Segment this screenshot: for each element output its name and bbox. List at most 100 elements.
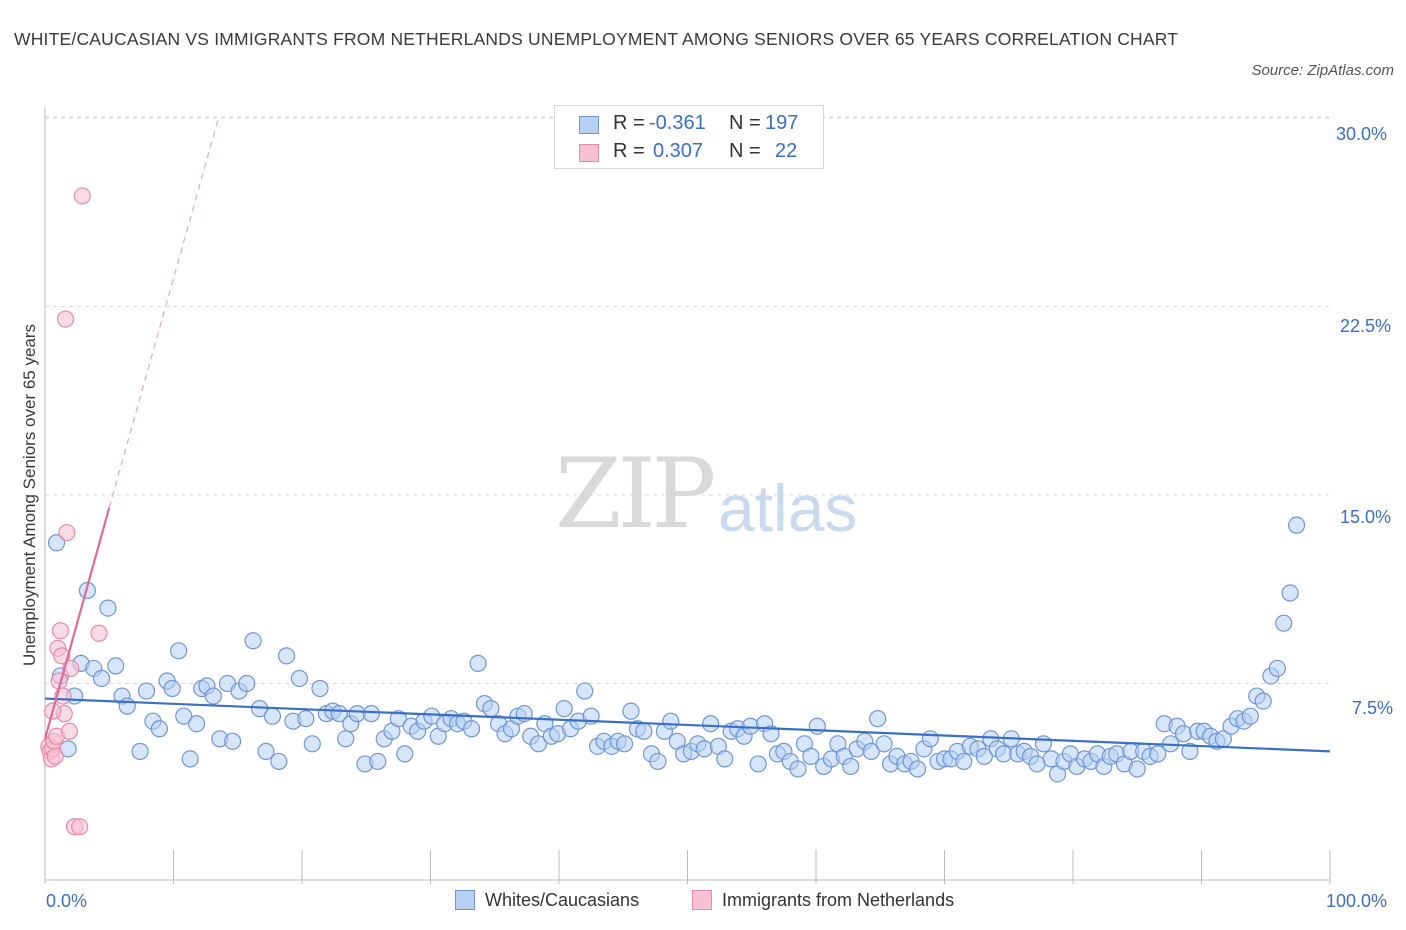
point-whites [263, 707, 282, 725]
point-netherlands [46, 747, 64, 765]
point-whites [789, 760, 807, 778]
point-whites [175, 707, 193, 725]
point-whites [1174, 725, 1193, 743]
y-tick-label-30: 30.0% [1336, 124, 1388, 144]
legend-n-value: 22 [775, 140, 798, 162]
series-netherlands-points [40, 187, 108, 836]
point-whites [622, 702, 640, 720]
point-whites [716, 750, 734, 768]
point-whites [482, 700, 500, 718]
point-whites [1268, 659, 1286, 678]
point-whites [749, 755, 767, 773]
point-whites [204, 687, 222, 705]
point-netherlands [58, 524, 76, 542]
x-tick-label-100: 100.0% [1326, 891, 1388, 911]
y-tick-label-7-5: 7.5% [1352, 698, 1394, 718]
trend-line-whites [44, 697, 1331, 753]
point-whites [615, 735, 634, 753]
point-whites [277, 647, 296, 665]
point-whites [635, 722, 653, 740]
point-whites [99, 599, 117, 617]
point-whites [137, 682, 156, 700]
y-tick-label-22-5: 22.5% [1340, 316, 1392, 336]
point-whites [1275, 614, 1293, 632]
point-whites [238, 674, 256, 693]
point-netherlands [51, 622, 70, 640]
point-whites [1149, 745, 1167, 763]
legend-r-label: R = [613, 112, 645, 134]
point-whites [908, 760, 927, 778]
point-whites [762, 725, 780, 743]
legend-n-label: N = [729, 112, 761, 134]
point-whites [1254, 692, 1272, 710]
x-tick-label-0: 0.0% [46, 891, 88, 911]
trend-line-netherlands [43, 507, 111, 740]
point-whites [862, 742, 880, 760]
point-whites [47, 534, 66, 552]
legend-r-value: 0.307 [653, 140, 704, 162]
point-whites [181, 750, 199, 768]
point-whites [150, 720, 168, 738]
point-netherlands [56, 310, 75, 328]
grid-lines [45, 116, 1330, 684]
point-whites [257, 742, 275, 760]
point-whites [396, 745, 414, 763]
point-whites [1034, 735, 1053, 753]
point-whites [1181, 742, 1199, 760]
point-whites [875, 735, 893, 753]
point-whites [802, 747, 820, 765]
point-whites [576, 682, 594, 700]
legend-swatch-pink [692, 890, 712, 910]
point-whites [423, 707, 441, 725]
legend-item-netherlands: Immigrants from Netherlands [692, 890, 954, 911]
point-whites [702, 715, 720, 733]
point-whites [975, 747, 993, 765]
y-tick-label-15: 15.0% [1340, 507, 1392, 527]
source-label: Source: ZipAtlas.com [1251, 62, 1394, 79]
point-whites [463, 720, 481, 738]
watermark-atlas: atlas [718, 471, 858, 545]
point-whites [389, 710, 407, 728]
point-whites [529, 735, 548, 753]
trend-lines [43, 117, 1331, 753]
legend-n-value: 197 [765, 112, 799, 134]
point-whites [163, 679, 181, 698]
series-whites-points [47, 516, 1306, 783]
watermark-zip: ZIP [555, 438, 716, 550]
point-whites [808, 717, 826, 735]
point-whites [662, 712, 680, 730]
point-whites [695, 740, 713, 758]
point-whites [955, 752, 973, 771]
point-whites [107, 657, 125, 675]
point-whites [369, 752, 387, 771]
point-whites [362, 705, 380, 723]
legend-item-whites: Whites/Caucasians [455, 890, 639, 911]
point-whites [337, 730, 355, 748]
point-whites [244, 632, 262, 650]
point-whites [270, 752, 288, 771]
point-whites [303, 735, 321, 753]
chart-title: WHITE/CAUCASIAN VS IMMIGRANTS FROM NETHE… [14, 29, 1179, 49]
point-netherlands [90, 624, 108, 642]
point-whites [869, 710, 887, 728]
point-whites [311, 679, 329, 698]
point-whites [469, 654, 487, 672]
point-whites [1287, 516, 1306, 534]
point-whites [921, 730, 939, 748]
y-axis-label: Unemployment Among Seniors over 65 years [20, 323, 39, 667]
legend-n-label: N = [729, 140, 761, 162]
legend-swatch-blue [455, 890, 475, 910]
legend-label-whites: Whites/Caucasians [485, 890, 640, 910]
point-netherlands [60, 722, 79, 740]
point-whites [649, 752, 667, 771]
point-netherlands [71, 818, 89, 836]
point-whites [224, 732, 242, 750]
legend-label-netherlands: Immigrants from Netherlands [722, 890, 955, 910]
point-netherlands [73, 187, 91, 205]
point-whites [297, 710, 315, 728]
point-whites [170, 642, 188, 660]
point-whites [92, 669, 111, 688]
point-whites [118, 697, 136, 715]
trend-line-netherlands-extrapolated [108, 117, 220, 508]
